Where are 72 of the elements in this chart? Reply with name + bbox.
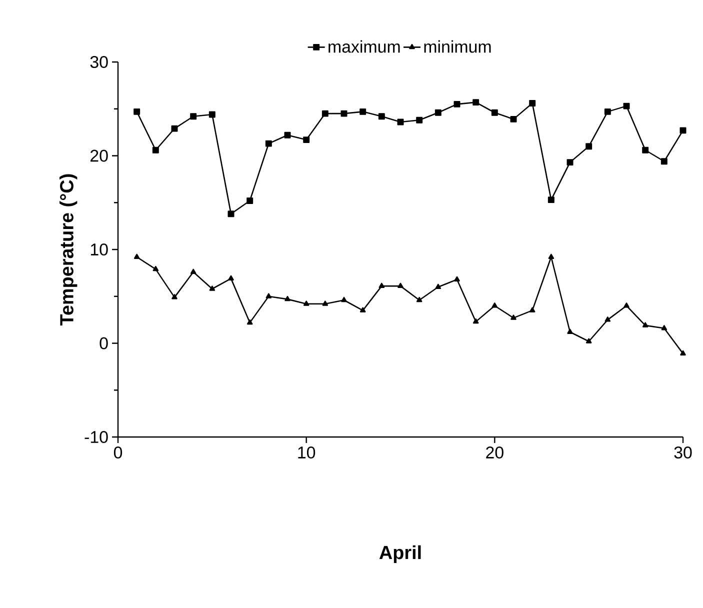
point [265, 140, 272, 147]
point [435, 284, 442, 289]
y-axis-title: Temperature (°C) [60, 174, 78, 326]
y-tick-label: 20 [90, 150, 108, 162]
point [152, 146, 159, 154]
point [284, 296, 290, 302]
point [398, 282, 404, 288]
point [434, 109, 442, 116]
point [152, 266, 159, 272]
point [134, 108, 140, 115]
point [340, 110, 348, 117]
point [171, 125, 178, 132]
point [378, 282, 385, 288]
point [454, 100, 460, 108]
point [246, 198, 254, 204]
point [360, 307, 366, 312]
point [492, 302, 498, 308]
point [172, 294, 178, 300]
point [246, 319, 253, 325]
legend-label: maximum [328, 40, 400, 53]
point [341, 296, 347, 302]
point [134, 254, 140, 259]
point [228, 275, 234, 281]
y-tick-label: 30 [90, 56, 108, 68]
point [510, 116, 517, 122]
point [491, 109, 498, 116]
legend-label: minimum [424, 40, 491, 53]
point [529, 100, 536, 106]
point [208, 111, 216, 118]
point [548, 196, 554, 204]
y-tick-label: 10 [90, 244, 108, 256]
x-axis-title: April [379, 545, 421, 563]
point [284, 132, 291, 138]
point [604, 316, 611, 322]
y-tick-label: -10 [84, 431, 108, 443]
point [642, 146, 649, 154]
point [642, 322, 648, 328]
point [209, 286, 216, 291]
point [623, 102, 630, 110]
point [416, 296, 422, 302]
point [660, 158, 668, 165]
point [680, 350, 686, 356]
point [604, 108, 611, 115]
x-tick-label: 0 [114, 446, 122, 458]
point [360, 108, 366, 115]
point [567, 328, 573, 334]
point [266, 293, 272, 298]
point [624, 302, 630, 308]
point [472, 318, 479, 324]
point [661, 325, 668, 330]
point [472, 99, 480, 106]
x-tick-label: 30 [674, 446, 692, 458]
point [322, 300, 328, 306]
point [566, 159, 574, 166]
point [228, 210, 234, 218]
point [529, 307, 536, 312]
point [190, 268, 196, 274]
point [416, 116, 423, 124]
point [322, 110, 328, 117]
point [680, 127, 686, 134]
point [586, 338, 592, 344]
point [378, 113, 385, 120]
x-tick-label: 20 [486, 446, 504, 458]
point [303, 136, 310, 144]
point [548, 254, 554, 259]
point [454, 276, 460, 282]
x-tick-label: 10 [298, 446, 316, 458]
point [303, 300, 310, 306]
point [586, 143, 592, 150]
y-tick-label: 0 [100, 337, 108, 350]
point [190, 113, 197, 120]
point [510, 314, 516, 320]
